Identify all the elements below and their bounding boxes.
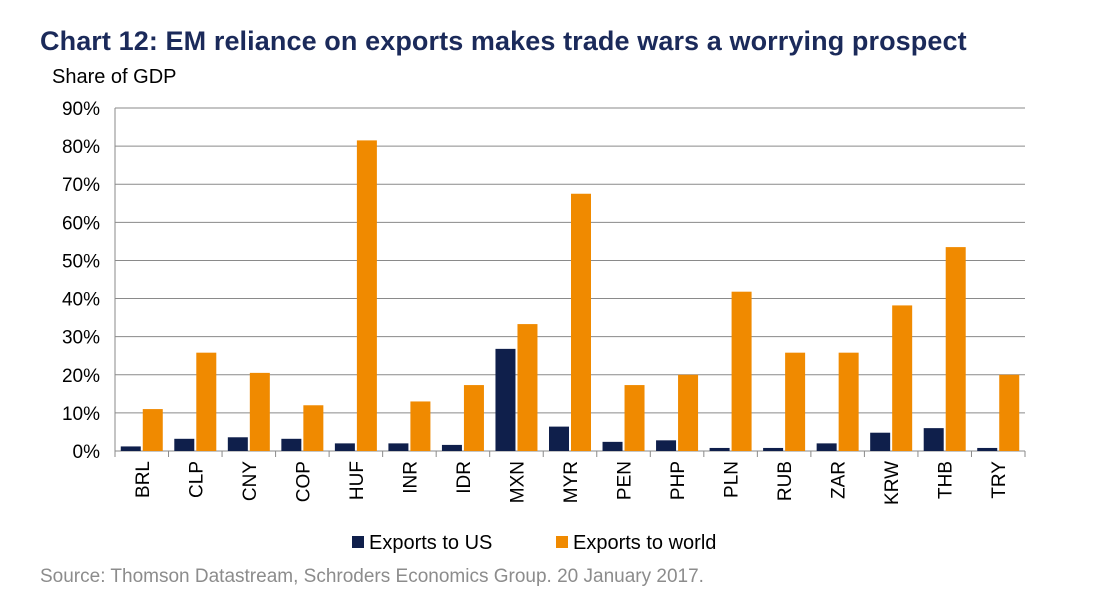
x-tick-label: CNY: [240, 461, 261, 501]
bar-exports-to-us: [174, 438, 195, 451]
x-tick-label: COP: [293, 461, 314, 502]
bar-exports-to-us: [709, 447, 730, 451]
y-tick-label: 30%: [62, 328, 100, 349]
bar-exports-to-us: [977, 447, 998, 451]
bar-exports-to-world: [678, 374, 699, 451]
y-tick-label: 70%: [62, 175, 100, 196]
bar-exports-to-us: [549, 426, 569, 451]
x-tick-label: MYR: [561, 461, 582, 503]
x-tick-label: PEN: [615, 461, 636, 500]
bar-exports-to-world: [999, 374, 1020, 451]
bar-exports-to-us: [441, 444, 462, 451]
bar-exports-to-world: [196, 352, 217, 451]
bar-exports-to-us: [281, 438, 302, 451]
bar-exports-to-us: [334, 443, 355, 451]
x-tick-label: MXN: [507, 461, 528, 503]
x-tick-label: HUF: [347, 461, 368, 500]
chart-title: Chart 12: EM reliance on exports makes t…: [40, 26, 967, 56]
x-tick-label: ZAR: [829, 461, 850, 499]
bar-exports-to-us: [120, 446, 141, 451]
bar-exports-to-us: [656, 440, 677, 451]
bar-exports-to-us: [388, 443, 409, 451]
y-tick-label: 50%: [62, 251, 100, 272]
x-tick-label: TRY: [989, 461, 1010, 499]
bar-exports-to-world: [785, 352, 806, 451]
x-tick-label: BRL: [133, 461, 154, 498]
y-tick-label: 10%: [62, 404, 100, 425]
y-tick-label: 40%: [62, 290, 100, 311]
x-tick-label: CLP: [186, 461, 207, 498]
bar-exports-to-us: [602, 441, 623, 451]
bar-exports-to-world: [571, 193, 591, 451]
x-tick-label: INR: [400, 461, 421, 494]
y-tick-label: 20%: [62, 366, 100, 387]
x-tick-label: PLN: [722, 461, 743, 498]
y-tick-label: 60%: [62, 213, 100, 234]
bar-exports-to-world: [624, 385, 645, 451]
bar-exports-to-world: [356, 140, 377, 451]
x-tick-label: RUB: [775, 461, 796, 501]
bar-exports-to-world: [142, 409, 163, 451]
legend-label: Exports to world: [573, 532, 716, 554]
bar-exports-to-us: [923, 428, 944, 451]
bar-exports-to-world: [249, 372, 270, 451]
legend-label: Exports to US: [369, 532, 492, 554]
bar-exports-to-us: [763, 447, 784, 451]
bar-exports-to-world: [945, 247, 966, 451]
bar-exports-to-world: [838, 352, 859, 451]
y-tick-label: 90%: [62, 99, 100, 120]
x-tick-label: THB: [936, 461, 957, 499]
bar-exports-to-world: [463, 385, 484, 451]
x-tick-label: IDR: [454, 461, 475, 494]
bar-exports-to-world: [731, 291, 752, 451]
bar-exports-to-us: [227, 437, 248, 451]
y-tick-label: 80%: [62, 137, 100, 158]
y-tick-label: 0%: [73, 442, 101, 463]
legend-swatch: [556, 536, 568, 548]
bar-exports-to-world: [517, 324, 538, 451]
bar-exports-to-world: [410, 401, 431, 451]
bar-exports-to-world: [303, 405, 324, 451]
source-note: Source: Thomson Datastream, Schroders Ec…: [40, 566, 704, 587]
bar-exports-to-world: [892, 305, 913, 451]
bar-exports-to-us: [870, 432, 891, 451]
x-tick-label: PHP: [668, 461, 689, 500]
bar-exports-to-us: [816, 443, 837, 451]
bar-exports-to-us: [495, 348, 516, 451]
x-tick-label: KRW: [882, 461, 903, 505]
legend-swatch: [352, 536, 364, 548]
y-axis-label: Share of GDP: [52, 66, 177, 88]
